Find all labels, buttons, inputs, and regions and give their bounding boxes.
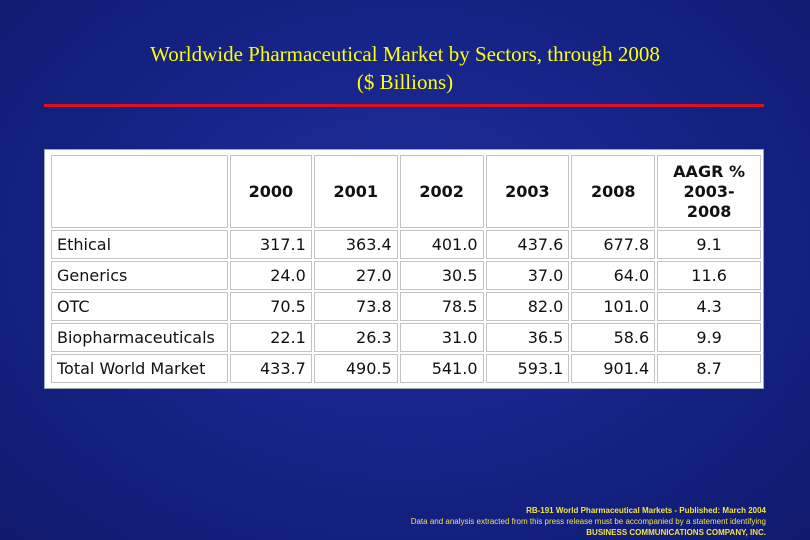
value-cell: 36.5 [485, 323, 570, 352]
header-2008: 2008 [571, 155, 656, 228]
header-2003: 2003 [485, 155, 570, 228]
title-line-2: ($ Billions) [356, 70, 454, 94]
value-cell: 78.5 [399, 292, 484, 321]
value-cell: 593.1 [485, 354, 570, 383]
aagr-cell: 9.1 [657, 230, 761, 259]
table-header-row: 2000 2001 2002 2003 2008 AAGR % 2003-200… [51, 155, 761, 228]
table-row: Biopharmaceuticals 22.1 26.3 31.0 36.5 5… [51, 323, 761, 352]
header-2001: 2001 [313, 155, 398, 228]
header-2002: 2002 [399, 155, 484, 228]
footer-line-2: Data and analysis extracted from this pr… [410, 517, 766, 526]
value-cell: 433.7 [229, 354, 312, 383]
table-row: Generics 24.0 27.0 30.5 37.0 64.0 11.6 [51, 261, 761, 290]
footer-line-1: RB-191 World Pharmaceutical Markets - Pu… [526, 506, 766, 515]
value-cell: 24.0 [229, 261, 312, 290]
sector-cell: OTC [51, 292, 228, 321]
value-cell: 82.0 [485, 292, 570, 321]
title-line-1: Worldwide Pharmaceutical Market by Secto… [150, 42, 660, 66]
value-cell: 437.6 [485, 230, 570, 259]
value-cell: 101.0 [571, 292, 656, 321]
value-cell: 27.0 [313, 261, 398, 290]
slide-title: Worldwide Pharmaceutical Market by Secto… [0, 40, 810, 96]
value-cell: 26.3 [313, 323, 398, 352]
table-row: OTC 70.5 73.8 78.5 82.0 101.0 4.3 [51, 292, 761, 321]
value-cell: 70.5 [229, 292, 312, 321]
sector-cell: Total World Market [51, 354, 228, 383]
value-cell: 31.0 [399, 323, 484, 352]
footer-line-3: BUSINESS COMMUNICATIONS COMPANY, INC. [586, 528, 766, 537]
value-cell: 317.1 [229, 230, 312, 259]
header-aagr: AAGR % 2003-2008 [657, 155, 761, 228]
aagr-cell: 11.6 [657, 261, 761, 290]
aagr-cell: 4.3 [657, 292, 761, 321]
market-table-panel: 2000 2001 2002 2003 2008 AAGR % 2003-200… [44, 149, 764, 389]
value-cell: 677.8 [571, 230, 656, 259]
market-table: 2000 2001 2002 2003 2008 AAGR % 2003-200… [49, 153, 763, 385]
source-footer: RB-191 World Pharmaceutical Markets - Pu… [206, 505, 766, 538]
sector-cell: Ethical [51, 230, 228, 259]
value-cell: 901.4 [571, 354, 656, 383]
value-cell: 73.8 [313, 292, 398, 321]
sector-cell: Biopharmaceuticals [51, 323, 228, 352]
value-cell: 490.5 [313, 354, 398, 383]
value-cell: 64.0 [571, 261, 656, 290]
aagr-cell: 9.9 [657, 323, 761, 352]
sector-cell: Generics [51, 261, 228, 290]
value-cell: 22.1 [229, 323, 312, 352]
table-row: Total World Market 433.7 490.5 541.0 593… [51, 354, 761, 383]
value-cell: 30.5 [399, 261, 484, 290]
header-2000: 2000 [229, 155, 312, 228]
title-divider [44, 104, 764, 107]
aagr-cell: 8.7 [657, 354, 761, 383]
value-cell: 541.0 [399, 354, 484, 383]
value-cell: 58.6 [571, 323, 656, 352]
value-cell: 401.0 [399, 230, 484, 259]
header-sector [51, 155, 228, 228]
table-row: Ethical 317.1 363.4 401.0 437.6 677.8 9.… [51, 230, 761, 259]
value-cell: 363.4 [313, 230, 398, 259]
value-cell: 37.0 [485, 261, 570, 290]
